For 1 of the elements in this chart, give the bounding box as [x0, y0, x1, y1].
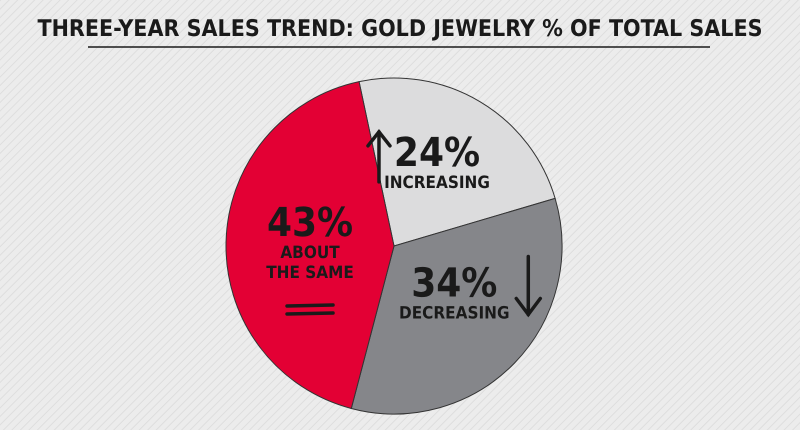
- chart-title: THREE-YEAR SALES TREND: GOLD JEWELRY % OF TOTAL SALES: [37, 16, 763, 42]
